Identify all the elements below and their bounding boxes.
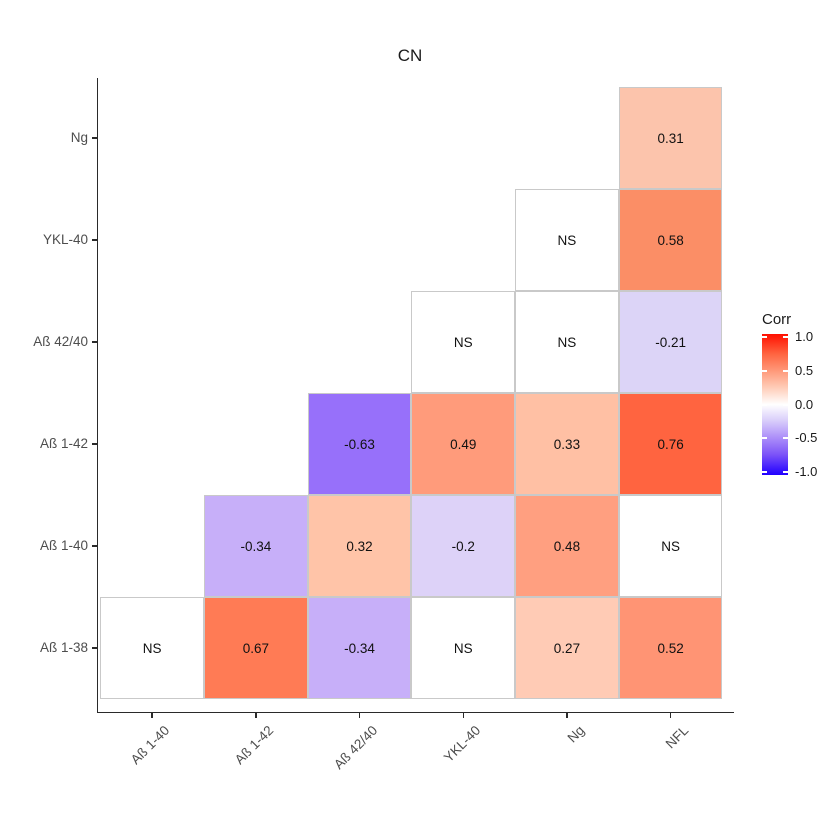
y-axis-line: [96, 78, 98, 712]
y-axis-tick-mark: [91, 341, 97, 343]
cell-value-label: 0.49: [450, 436, 477, 452]
legend-tick-dash: [783, 403, 788, 406]
legend-tick-dash: [783, 470, 788, 473]
cell-value-label: 0.33: [553, 436, 581, 452]
y-axis-tick-mark: [91, 647, 97, 649]
heatmap-cell: -0.34: [307, 597, 412, 699]
cell-value-label: NS: [453, 640, 473, 656]
y-axis-tick-mark: [91, 443, 97, 445]
heatmap-cell: NS: [515, 189, 619, 291]
legend-tick-dash: [783, 437, 788, 440]
x-axis-tick-label: Aß 42/40: [330, 722, 380, 773]
heatmap-cell: 0.48: [515, 495, 619, 597]
cell-value-label: 0.32: [346, 538, 373, 554]
legend-tick-dash: [783, 336, 788, 339]
y-axis-tick-label: Aß 42/40: [33, 334, 88, 349]
legend-tick-label: 1.0: [795, 329, 814, 345]
legend-tick-dash: [762, 403, 767, 406]
x-axis-tick-mark: [151, 712, 153, 718]
cell-value-label: NS: [557, 334, 577, 350]
heatmap-cell: 0.52: [618, 597, 723, 699]
cell-value-label: 0.76: [657, 436, 684, 452]
cell-value-label: -0.21: [655, 334, 687, 350]
cell-value-label: 0.67: [242, 640, 269, 656]
y-axis-tick-label: Aß 1-38: [39, 640, 88, 655]
x-axis-tick-label: NFL: [662, 722, 691, 752]
y-axis-tick-label: YKL-40: [42, 232, 88, 247]
x-axis-tick-label: Ng: [564, 722, 588, 746]
cell-value-label: 0.48: [553, 538, 581, 554]
heatmap-cell: NS: [618, 495, 723, 597]
x-axis-line: [96, 711, 734, 713]
cell-value-label: -0.2: [451, 538, 475, 554]
cell-value-label: 0.58: [657, 232, 684, 248]
heatmap-cell: 0.49: [411, 393, 516, 495]
heatmap-cell: 0.27: [515, 597, 619, 699]
heatmap-cell: 0.67: [204, 597, 308, 699]
legend-tick-dash: [762, 336, 767, 339]
heatmap-cell: NS: [411, 597, 516, 699]
y-axis-tick-label: Ng: [70, 130, 88, 145]
heatmap-cell: -0.34: [204, 495, 308, 597]
legend-tick-label: 0.5: [795, 362, 814, 378]
cell-value-label: NS: [661, 538, 681, 554]
heatmap-cell: 0.76: [618, 393, 723, 495]
heatmap-cell: -0.63: [307, 393, 412, 495]
legend-tick-label: -0.5: [795, 430, 818, 446]
y-axis-tick-mark: [91, 545, 97, 547]
heatmap-cell: NS: [515, 291, 619, 393]
cell-value-label: 0.52: [657, 640, 684, 656]
x-axis-tick-label: YKL-40: [441, 722, 484, 766]
x-axis-tick-mark: [255, 712, 257, 718]
heatmap-cell: NS: [411, 291, 516, 393]
y-axis-tick-mark: [91, 137, 97, 139]
cell-value-label: NS: [142, 640, 162, 656]
x-axis-tick-mark: [566, 712, 568, 718]
heatmap-cell: -0.21: [618, 291, 723, 393]
heatmap-cell: NS: [100, 597, 204, 699]
cell-value-label: 0.31: [657, 130, 684, 146]
cell-value-label: -0.34: [344, 640, 375, 656]
heatmap-cell: 0.32: [307, 495, 412, 597]
legend-tick-dash: [762, 437, 767, 440]
x-axis-tick-mark: [462, 712, 464, 718]
legend-tick-dash: [783, 369, 788, 372]
y-axis-tick-mark: [91, 239, 97, 241]
heatmap-cell: 0.33: [515, 393, 619, 495]
cell-value-label: -0.34: [240, 538, 272, 554]
legend-tick-label: 0.0: [795, 396, 814, 412]
y-axis-tick-label: Aß 1-40: [39, 538, 88, 553]
cell-value-label: 0.27: [553, 640, 581, 656]
cell-value-label: NS: [453, 334, 473, 350]
x-axis-tick-mark: [669, 712, 672, 718]
cell-value-label: -0.63: [344, 436, 375, 452]
legend-tick-label: -1.0: [795, 463, 818, 479]
x-axis-tick-label: Aß 1-42: [231, 722, 277, 768]
heatmap-cell: -0.2: [411, 495, 516, 597]
chart-title: CN: [397, 46, 423, 65]
cell-value-label: NS: [557, 232, 577, 248]
x-axis-tick-mark: [358, 712, 361, 718]
legend-tick-dash: [762, 369, 767, 372]
legend-title: Corr: [762, 311, 792, 328]
heatmap-cell: 0.31: [618, 87, 723, 189]
x-axis-tick-label: Aß 1-40: [127, 722, 173, 768]
legend-tick-dash: [762, 470, 767, 473]
heatmap-cell: 0.58: [618, 189, 723, 291]
y-axis-tick-label: Aß 1-42: [39, 436, 88, 451]
